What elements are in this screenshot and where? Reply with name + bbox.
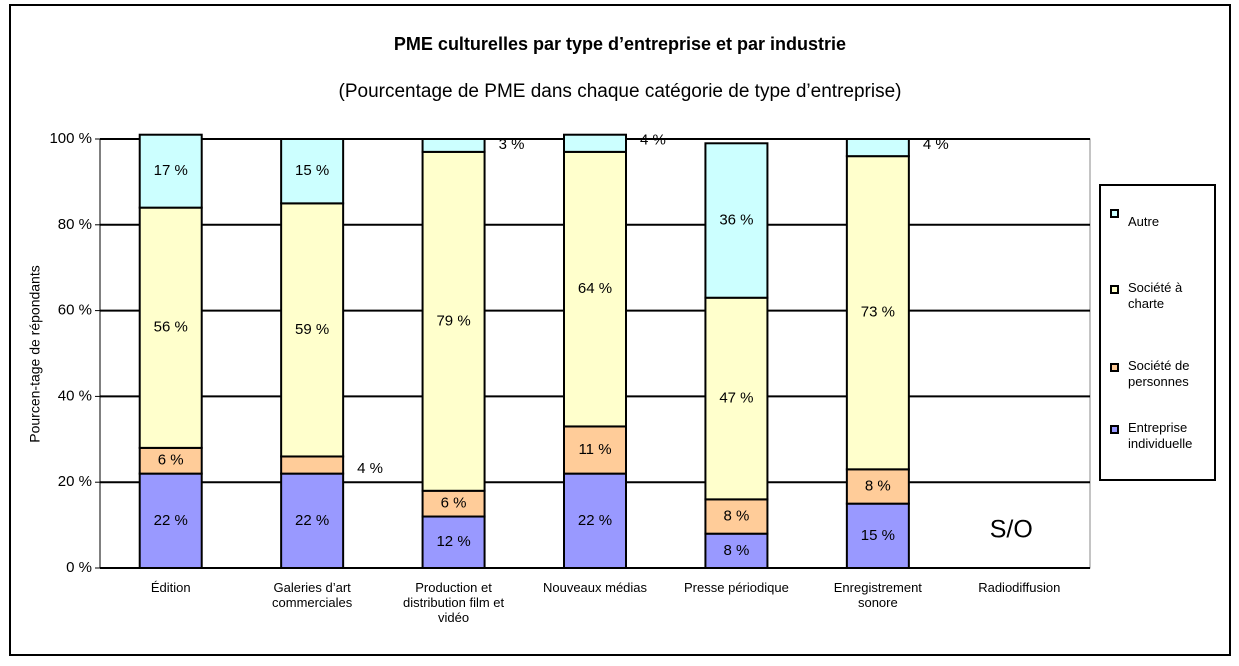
data-label: 17 %: [154, 162, 188, 179]
data-label: 59 %: [295, 321, 329, 338]
bar-segment: [704, 142, 769, 299]
legend-label: Autre: [1128, 214, 1160, 229]
data-label: 4 %: [923, 136, 949, 153]
bar-segment: [421, 489, 486, 518]
legend-swatch: [1110, 363, 1119, 372]
data-label: 22 %: [154, 512, 188, 529]
chart-title: PME culturelles par type d’entreprise et…: [394, 34, 846, 54]
data-label: 8 %: [865, 477, 891, 494]
data-label: 73 %: [861, 304, 895, 321]
data-label: 4 %: [357, 460, 383, 477]
data-label: 4 %: [640, 132, 666, 149]
x-tick-label: Édition: [150, 580, 191, 595]
annotation: S/O: [990, 516, 1033, 544]
data-label: 8 %: [723, 507, 749, 524]
bar-segment: [138, 133, 203, 209]
data-label: 11 %: [578, 441, 611, 458]
y-tick-label: 20 %: [58, 473, 92, 490]
y-axis-title: Pourcen-tage de répondants: [27, 265, 43, 442]
data-label: 22 %: [295, 512, 329, 529]
data-label: 36 %: [719, 211, 753, 228]
legend-label: Entreprise individuelle: [1128, 420, 1193, 451]
data-label: 15 %: [295, 162, 329, 179]
y-tick-label: 0 %: [66, 559, 92, 576]
y-tick-label: 40 %: [58, 387, 92, 404]
x-tick-label: Galeries d’art commerciales: [272, 580, 353, 610]
x-tick-label: Production et distribution film et vidéo: [402, 580, 505, 625]
data-label: 79 %: [436, 312, 470, 329]
bar-segment: [563, 133, 627, 153]
legend-swatch: [1110, 425, 1119, 434]
x-tick-label: Radiodiffusion: [978, 580, 1061, 595]
data-label: 6 %: [158, 452, 184, 469]
data-label: 15 %: [861, 527, 895, 544]
legend-box: [1099, 184, 1216, 481]
chart-subtitle: (Pourcentage de PME dans chaque catégori…: [339, 81, 902, 102]
y-tick-label: 60 %: [58, 302, 92, 319]
bar-segment: [138, 206, 203, 449]
bar-segment: [421, 138, 486, 153]
bar-segment: [845, 468, 910, 505]
bar-segment: [280, 455, 345, 475]
bar-segment: [563, 150, 627, 428]
bar-segment: [138, 472, 203, 569]
bar-segment: [563, 472, 627, 569]
data-label: 8 %: [723, 542, 749, 559]
legend-swatch: [1110, 209, 1119, 218]
y-tick-label: 80 %: [58, 216, 92, 233]
bar-segment: [280, 202, 345, 458]
data-label: 22 %: [578, 512, 612, 529]
bar-segment: [280, 472, 345, 569]
bar-segment: [280, 138, 345, 205]
legend-label: Société de personnes: [1128, 358, 1190, 389]
data-label: 12 %: [436, 533, 470, 550]
data-label: 56 %: [154, 319, 188, 336]
legend-label: Société à charte: [1128, 280, 1183, 311]
bar-segment: [421, 150, 486, 492]
legend-swatch: [1110, 285, 1119, 294]
bar-segment: [845, 138, 910, 158]
data-label: 64 %: [578, 280, 612, 297]
bar-segment: [563, 425, 627, 475]
bar-segment: [138, 446, 203, 475]
x-tick-label: Presse périodique: [684, 580, 789, 595]
data-label: 47 %: [719, 390, 753, 407]
data-label: 6 %: [441, 495, 467, 512]
x-tick-label: Enregistrement sonore: [833, 580, 922, 610]
bar-segment: [845, 502, 910, 569]
bar-segment: [704, 532, 769, 569]
bar-segment: [845, 155, 910, 471]
data-label: 3 %: [499, 136, 525, 153]
x-tick-label: Nouveaux médias: [542, 580, 648, 595]
y-tick-label: 100 %: [49, 130, 92, 147]
